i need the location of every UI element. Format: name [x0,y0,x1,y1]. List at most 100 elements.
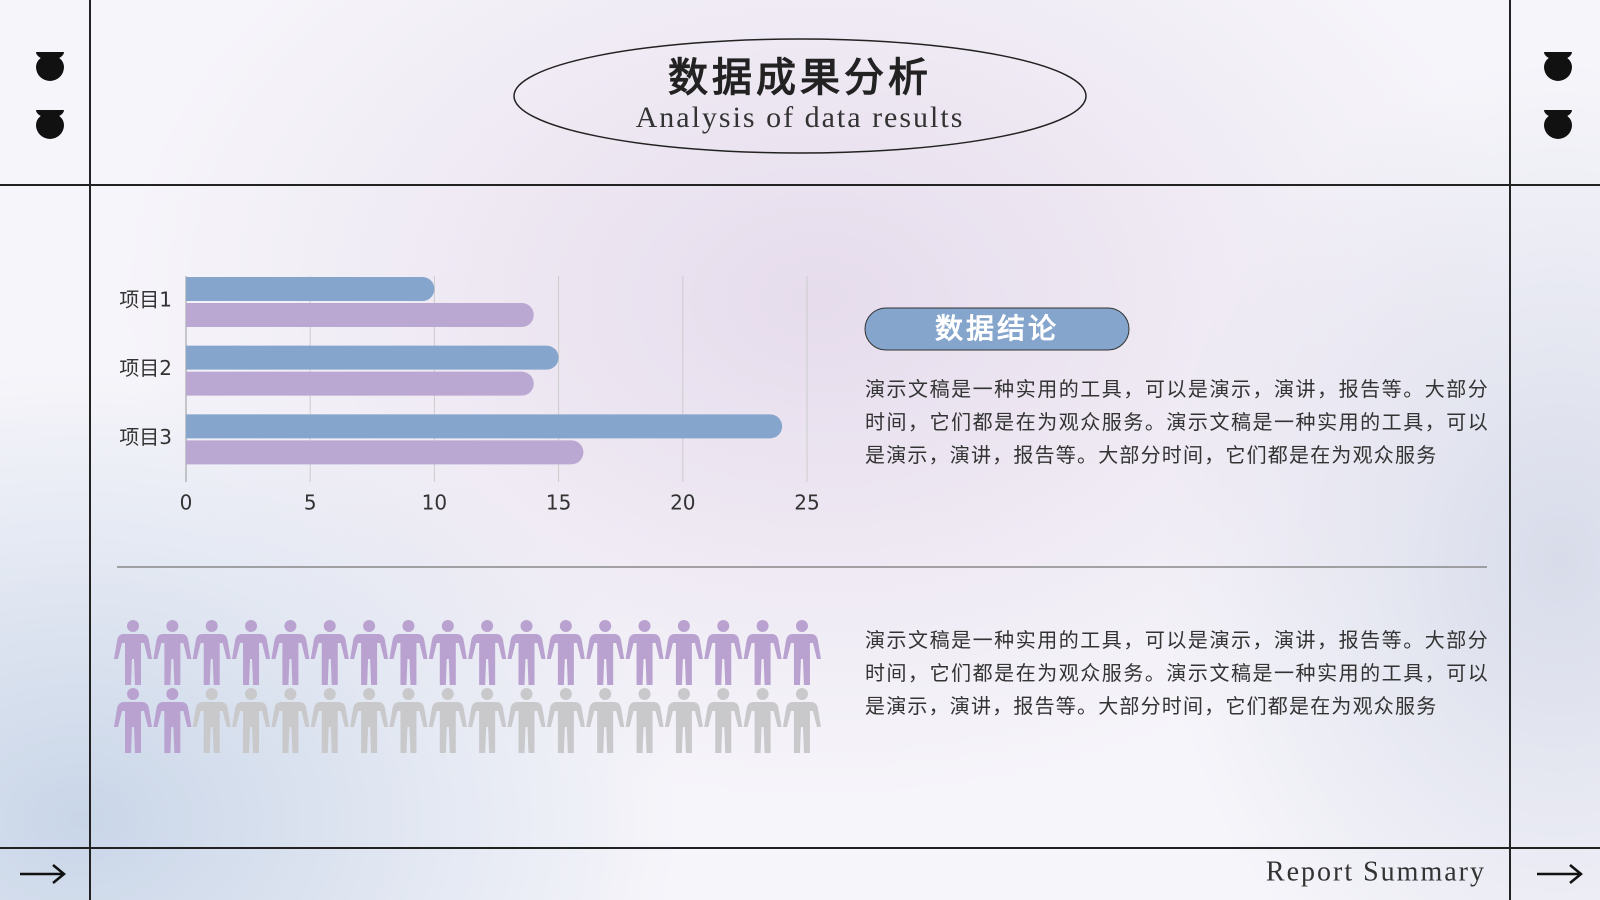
person-empty [350,688,389,753]
person-body [310,634,349,685]
person-filled [310,620,349,685]
person-body [428,702,467,753]
person-body [271,702,310,753]
person-head [756,620,769,632]
person-head [677,620,690,632]
person-head [638,688,651,700]
person-filled [114,688,152,753]
person-filled [153,688,192,753]
person-filled [428,620,467,685]
person-head [638,620,651,632]
person-head [441,688,454,700]
person-empty [664,688,703,753]
person-body [586,634,625,685]
x-tick-label: 10 [422,491,447,515]
bar [186,277,435,301]
x-tick-label: 25 [794,491,819,515]
person-filled [782,620,821,685]
person-head [795,688,808,700]
person-body [232,702,271,753]
person-filled [153,620,192,685]
person-body [389,702,428,753]
person-body [310,702,349,753]
subtitle: Analysis of data results [636,101,965,134]
person-body [192,702,231,753]
person-head [717,688,730,700]
person-head [166,620,179,632]
person-empty [192,688,231,753]
person-body [704,702,743,753]
decor-icons [36,52,1572,139]
person-head [245,620,258,632]
footer-label: Report Summary [1266,856,1486,887]
conclusion-pill [864,307,1130,351]
paragraph: 演示文稿是一种实用的工具，可以是演示，演讲，报告等。大部分时间，它们都是在为观众… [865,377,1489,467]
arrows [20,864,1583,884]
person-head [599,688,612,700]
person-body [271,634,310,685]
person-head [363,688,376,700]
y-tick-label: 项目3 [119,425,172,449]
person-filled [232,620,271,685]
y-tick-label: 项目1 [119,288,172,312]
person-filled [743,620,782,685]
person-head [599,620,612,632]
person-body [114,634,152,685]
person-body [782,702,821,753]
person-filled [114,620,152,685]
x-tick-label: 0 [180,491,193,515]
person-body [389,634,428,685]
x-tick-label: 20 [670,491,695,515]
person-filled [546,620,585,685]
conclusion-title: 数据结论 [935,312,1059,345]
person-filled [664,620,703,685]
person-body [546,702,585,753]
person-head [323,620,336,632]
person-empty [468,688,507,753]
person-body [507,634,546,685]
person-head [205,620,218,632]
person-body [586,702,625,753]
person-empty [389,688,428,753]
bar [186,440,584,465]
person-head [402,620,415,632]
person-empty [704,688,743,753]
person-body [704,634,743,685]
person-body [664,702,703,753]
person-body [114,702,152,753]
person-filled [389,620,428,685]
person-head [677,688,690,700]
person-body [350,702,389,753]
person-body [507,702,546,753]
person-body [625,634,664,685]
person-body [153,634,192,685]
person-filled [271,620,310,685]
person-empty [310,688,349,753]
person-empty [428,688,467,753]
person-head [127,688,139,700]
person-body [153,702,192,753]
person-body [743,702,782,753]
person-body [546,634,585,685]
person-head [520,688,533,700]
person-filled [625,620,664,685]
person-empty [743,688,782,753]
person-head [284,688,297,700]
person-head [481,620,494,632]
person-empty [271,688,310,753]
person-body [350,634,389,685]
person-filled [468,620,507,685]
person-head [559,688,572,700]
person-head [245,688,258,700]
person-body [232,634,271,685]
person-head [717,620,730,632]
person-head [559,620,572,632]
paragraph: 演示文稿是一种实用的工具，可以是演示，演讲，报告等。大部分时间，它们都是在为观众… [865,628,1489,718]
person-empty [586,688,625,753]
person-filled [586,620,625,685]
x-tick-label: 5 [304,491,317,515]
person-body [468,634,507,685]
